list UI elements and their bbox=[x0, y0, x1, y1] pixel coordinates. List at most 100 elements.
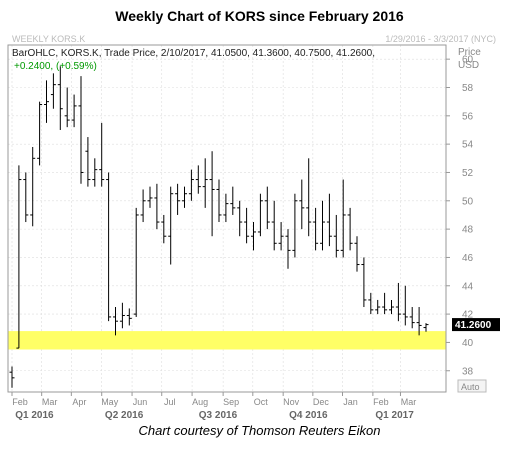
ohlc-bar bbox=[209, 151, 215, 237]
x-axis-ticks: Feb Mar Apr May Jun Jul Aug Sep Oct Nov Dec Jan Feb M… bbox=[11, 392, 417, 421]
ohlc-bar bbox=[57, 66, 63, 130]
x-tick-label: Nov bbox=[283, 397, 300, 407]
ohlc-bar bbox=[326, 193, 332, 247]
ohlc-bar bbox=[50, 73, 56, 109]
ohlc-bar bbox=[409, 307, 415, 329]
ohlc-bar bbox=[85, 137, 91, 187]
ohlc-bar bbox=[271, 200, 277, 251]
ohlc-bar bbox=[306, 158, 312, 237]
ohlc-bar bbox=[395, 282, 401, 322]
ohlc-bar bbox=[9, 366, 15, 388]
y-tick-label: 38 bbox=[462, 366, 474, 377]
ohlc-bar bbox=[278, 222, 284, 251]
ohlc-bar bbox=[347, 207, 353, 251]
x-tick-label: Dec bbox=[313, 397, 330, 407]
ohlc-bar bbox=[230, 186, 236, 215]
x-tick-label: Feb bbox=[373, 397, 389, 407]
ohlc-bar bbox=[188, 169, 194, 201]
ohlc-bar bbox=[292, 193, 298, 258]
quarter-label: Q1 2016 bbox=[15, 410, 54, 421]
ohlc-bar bbox=[30, 146, 36, 227]
last-price-label: 41.2600 bbox=[455, 320, 492, 331]
ohlc-bar bbox=[147, 186, 153, 208]
ohlc-bar bbox=[16, 165, 22, 349]
y-axis-ticks: 38 40 42 44 46 48 50 52 54 56 58 60 bbox=[446, 55, 474, 377]
change-readout: +0.2400, (+0.59%) bbox=[14, 61, 97, 72]
x-tick-label: Apr bbox=[72, 397, 86, 407]
ohlc-bar bbox=[313, 207, 319, 251]
ohlc-bar bbox=[299, 179, 305, 230]
x-tick-label: Jun bbox=[133, 397, 148, 407]
ohlc-bar bbox=[244, 207, 250, 244]
ohlc-bar bbox=[92, 158, 98, 187]
y-tick-label: 40 bbox=[462, 338, 474, 349]
price-axis-title: Price bbox=[458, 47, 481, 58]
auto-scale-label: Auto bbox=[461, 382, 480, 392]
y-tick-label: 60 bbox=[462, 55, 474, 66]
chart-title: Weekly Chart of KORS since February 2016 bbox=[115, 8, 404, 24]
ohlc-bar bbox=[168, 186, 174, 265]
ohlc-bar bbox=[354, 236, 360, 272]
ohlc-bar bbox=[154, 183, 160, 230]
y-tick-label: 44 bbox=[462, 281, 474, 292]
ohlc-bar bbox=[416, 307, 422, 336]
ohlc-bar bbox=[257, 193, 263, 237]
ohlc-readout: BarOHLC, KORS.K, Trade Price, 2/10/2017,… bbox=[12, 48, 375, 59]
chart-canvas[interactable]: WEEKLY KORS.K 1/29/2016 - 3/3/2017 (NYC)… bbox=[0, 30, 519, 422]
ohlc-bar bbox=[333, 214, 339, 258]
x-tick-label: Mar bbox=[42, 397, 58, 407]
ohlc-bar bbox=[251, 222, 256, 251]
ohlc-bar bbox=[361, 257, 367, 308]
ohlc-bar bbox=[64, 87, 70, 128]
ohlc-bar bbox=[195, 165, 201, 194]
ohlc-bar bbox=[175, 183, 181, 215]
x-tick-label: Feb bbox=[12, 397, 28, 407]
price-axis-unit: USD bbox=[458, 60, 479, 71]
ohlc-bar bbox=[375, 299, 381, 315]
x-tick-label: Mar bbox=[401, 397, 417, 407]
y-tick-label: 54 bbox=[462, 140, 474, 151]
ohlc-bar bbox=[182, 186, 187, 208]
ohlc-bar bbox=[223, 193, 229, 223]
ohlc-bar bbox=[44, 80, 49, 123]
quarter-label: Q1 2017 bbox=[375, 410, 414, 421]
symbol-label: WEEKLY KORS.K bbox=[12, 34, 85, 44]
y-tick-label: 52 bbox=[462, 168, 474, 179]
ohlc-bar bbox=[423, 323, 429, 332]
x-tick-label: Oct bbox=[254, 397, 269, 407]
ohlc-bars bbox=[9, 66, 429, 388]
quarter-label: Q3 2016 bbox=[199, 410, 238, 421]
x-tick-label: Jul bbox=[164, 397, 176, 407]
ohlc-bar bbox=[37, 101, 43, 166]
ohlc-bar bbox=[133, 207, 139, 317]
ohlc-bar bbox=[320, 200, 325, 251]
chart-credit: Chart courtesy of Thomson Reuters Eikon bbox=[138, 423, 381, 438]
ohlc-bar bbox=[402, 285, 408, 326]
ohlc-bar bbox=[78, 76, 84, 184]
ohlc-bar bbox=[389, 299, 394, 315]
y-tick-label: 50 bbox=[462, 196, 474, 207]
x-tick-label: Sep bbox=[223, 397, 239, 407]
ohlc-bar bbox=[264, 186, 270, 230]
y-tick-label: 58 bbox=[462, 83, 474, 94]
ohlc-bar bbox=[202, 158, 208, 208]
quarter-label: Q2 2016 bbox=[105, 410, 144, 421]
ohlc-bar bbox=[382, 292, 388, 315]
ohlc-bar bbox=[106, 172, 112, 322]
auto-scale-button[interactable] bbox=[457, 379, 487, 393]
ohlc-bar bbox=[216, 179, 222, 223]
ohlc-bar bbox=[113, 307, 118, 336]
support-band bbox=[8, 331, 446, 350]
ohlc-bar bbox=[23, 172, 29, 223]
y-tick-label: 42 bbox=[462, 310, 474, 321]
y-tick-label: 48 bbox=[462, 225, 474, 236]
ohlc-bar bbox=[126, 308, 132, 326]
ohlc-bar bbox=[237, 200, 243, 237]
last-price-box bbox=[452, 318, 500, 332]
quarter-label: Q4 2016 bbox=[289, 410, 328, 421]
ohlc-bar bbox=[161, 214, 167, 244]
ohlc-bar bbox=[368, 292, 374, 315]
date-range-label: 1/29/2016 - 3/3/2017 (NYC) bbox=[385, 34, 496, 44]
y-tick-label: 56 bbox=[462, 111, 474, 122]
ohlc-bar bbox=[99, 122, 105, 187]
